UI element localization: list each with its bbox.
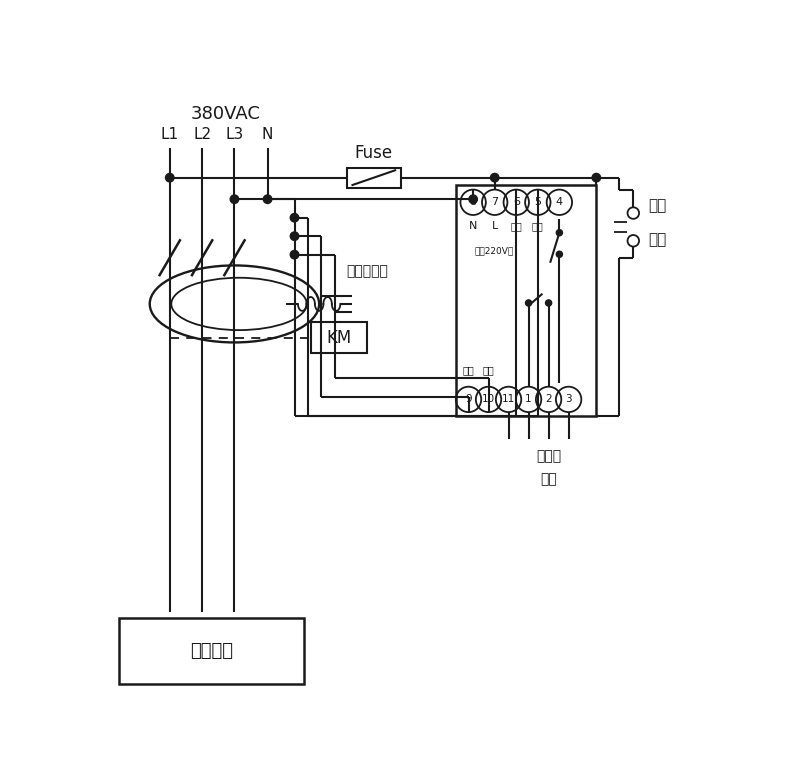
Text: 试验: 试验: [532, 221, 544, 230]
Circle shape: [290, 213, 298, 222]
Text: 电源220V～: 电源220V～: [474, 246, 514, 255]
Text: 开关: 开关: [649, 232, 667, 247]
Bar: [347, 168, 401, 187]
Text: Fuse: Fuse: [354, 144, 393, 162]
Text: 8: 8: [470, 198, 477, 207]
Circle shape: [469, 195, 478, 203]
Text: 7: 7: [491, 198, 498, 207]
Text: L: L: [491, 221, 498, 230]
Bar: [311, 323, 367, 353]
Text: 报警: 报警: [540, 473, 557, 487]
Text: 9: 9: [466, 394, 472, 405]
Circle shape: [290, 232, 298, 241]
Circle shape: [290, 251, 298, 259]
Text: 用户设备: 用户设备: [190, 642, 233, 660]
Text: 信号: 信号: [462, 365, 474, 375]
Text: 接声光: 接声光: [536, 449, 561, 463]
Text: L3: L3: [226, 127, 243, 142]
Circle shape: [556, 230, 562, 236]
Text: 试验: 试验: [510, 221, 522, 230]
Circle shape: [556, 251, 562, 258]
Text: KM: KM: [326, 329, 352, 347]
Text: 10: 10: [482, 394, 495, 405]
Text: 3: 3: [566, 394, 572, 405]
Text: 11: 11: [502, 394, 515, 405]
Text: 信号: 信号: [482, 365, 494, 375]
Bar: [119, 618, 304, 684]
Text: 380VAC: 380VAC: [190, 105, 261, 123]
Bar: [456, 185, 596, 416]
Text: 1: 1: [526, 394, 532, 405]
Circle shape: [230, 195, 238, 203]
Text: 4: 4: [556, 198, 563, 207]
Text: 6: 6: [513, 198, 520, 207]
Text: 2: 2: [546, 394, 552, 405]
Text: N: N: [262, 127, 274, 142]
Circle shape: [263, 195, 272, 203]
Circle shape: [166, 173, 174, 182]
Text: 零序互感器: 零序互感器: [346, 265, 388, 279]
Circle shape: [546, 300, 552, 306]
Circle shape: [490, 173, 499, 182]
Circle shape: [526, 300, 532, 306]
Text: L2: L2: [193, 127, 211, 142]
Text: 5: 5: [534, 198, 542, 207]
Text: 自锁: 自锁: [649, 198, 667, 213]
Text: N: N: [469, 221, 478, 230]
Text: L1: L1: [161, 127, 179, 142]
Circle shape: [592, 173, 601, 182]
